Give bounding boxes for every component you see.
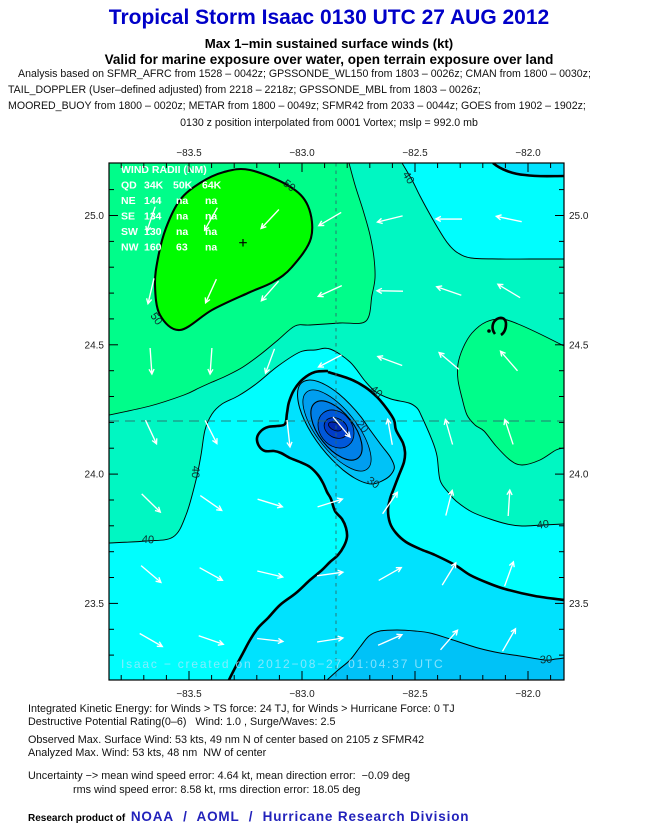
svg-text:−83.5: −83.5 <box>176 148 202 159</box>
svg-text:40: 40 <box>536 518 550 532</box>
svg-text:SW: SW <box>121 226 138 238</box>
svg-text:50: 50 <box>148 311 165 328</box>
svg-text:50K: 50K <box>173 180 193 192</box>
svg-text:64K: 64K <box>202 180 222 192</box>
svg-text:NE: NE <box>121 195 136 207</box>
svg-text:144: 144 <box>144 195 162 207</box>
svg-text:40: 40 <box>400 170 417 187</box>
svg-text:30: 30 <box>539 653 552 666</box>
svg-text:24.0: 24.0 <box>569 470 589 481</box>
svg-text:24.5: 24.5 <box>85 340 105 351</box>
svg-text:−82.0: −82.0 <box>515 689 541 700</box>
svg-text:34K: 34K <box>144 180 164 192</box>
svg-text:50: 50 <box>280 178 297 195</box>
svg-text:na: na <box>176 195 188 207</box>
svg-text:40: 40 <box>189 466 201 479</box>
svg-text:−83.5: −83.5 <box>176 689 202 700</box>
svg-text:SE: SE <box>121 211 135 223</box>
svg-text:NW: NW <box>121 242 139 254</box>
svg-text:na: na <box>176 211 188 223</box>
svg-text:23.5: 23.5 <box>85 599 105 610</box>
svg-text:na: na <box>205 195 217 207</box>
svg-text:24.5: 24.5 <box>569 340 589 351</box>
svg-text:−83.0: −83.0 <box>289 689 315 700</box>
svg-text:24.0: 24.0 <box>85 470 105 481</box>
svg-text:−82.5: −82.5 <box>402 689 428 700</box>
svg-text:na: na <box>205 242 217 254</box>
svg-text:40: 40 <box>141 534 154 547</box>
svg-text:WIND RADII (NM): WIND RADII (NM) <box>121 164 207 176</box>
svg-text:30: 30 <box>365 475 382 492</box>
svg-text:−83.0: −83.0 <box>289 148 315 159</box>
svg-text:QD: QD <box>121 180 137 192</box>
svg-text:na: na <box>205 226 217 238</box>
svg-text:−82.0: −82.0 <box>515 148 541 159</box>
svg-text:63: 63 <box>176 242 188 254</box>
svg-text:Isaac − created on 2012−08−27: Isaac − created on 2012−08−27 01:04:37 U… <box>121 657 444 671</box>
svg-text:25.0: 25.0 <box>85 211 105 222</box>
svg-text:na: na <box>176 226 188 238</box>
svg-text:25.0: 25.0 <box>569 211 589 222</box>
svg-text:23.5: 23.5 <box>569 599 589 610</box>
svg-text:160: 160 <box>144 242 162 254</box>
svg-text:−82.5: −82.5 <box>402 148 428 159</box>
svg-text:134: 134 <box>144 211 162 223</box>
